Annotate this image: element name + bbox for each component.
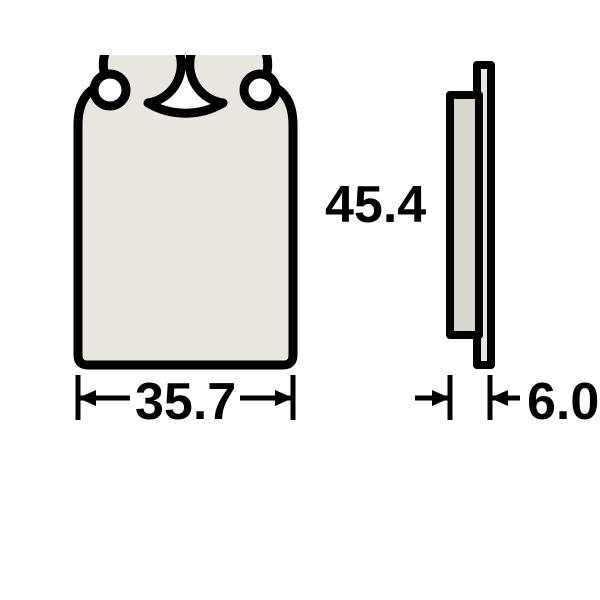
drawing-canvas: 35.7 45.4 6.0 <box>0 0 600 600</box>
mounting-hole-right <box>244 74 276 106</box>
side-friction-material <box>450 95 479 335</box>
dimension-thickness-label: 6.0 <box>527 372 599 432</box>
brake-pad-side-view <box>440 60 500 370</box>
dimension-width-label: 35.7 <box>135 372 236 432</box>
mounting-hole-left <box>94 74 126 106</box>
dimension-height-label: 45.4 <box>325 175 426 235</box>
brake-pad-front-view <box>60 55 320 370</box>
